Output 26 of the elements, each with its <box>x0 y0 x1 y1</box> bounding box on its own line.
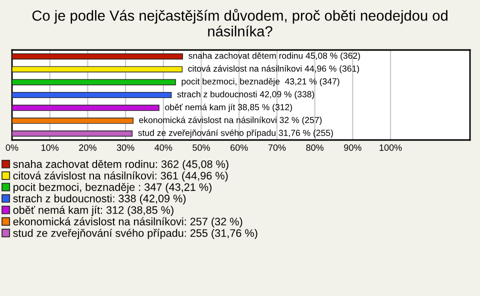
data-label: snaha zachovat dětem rodinu 45,08 % (362) <box>188 52 360 61</box>
data-label: stud ze zveřejňování svého případu 31,76 % (255) <box>138 129 333 138</box>
x-tick-label: 80% <box>306 144 324 151</box>
x-tick-label: 40% <box>154 144 172 151</box>
x-tick-label: 0% <box>6 144 18 151</box>
x-tick-label: 60% <box>230 144 248 151</box>
data-label: citová závislost na násilníkovi 44,96 % (361) <box>188 65 359 74</box>
legend-label: oběť nemá kam jít: 312 (38,85 %) <box>13 206 174 216</box>
x-tick-label: 20% <box>79 144 96 151</box>
legend-label: strach z budoucnosti: 338 (42,09 %) <box>13 194 186 204</box>
data-label: oběť nemá kam jít 38,85 % (312) <box>165 104 292 112</box>
x-tick-label: 50% <box>192 144 210 151</box>
x-tick-label: 100% <box>380 144 402 151</box>
x-tick-label: 70% <box>268 144 286 151</box>
legend-label: stud ze zveřejňování svého případu: 255 (31,76 %) <box>13 228 258 240</box>
data-label: strach z budoucnosti 42,09 % (338) <box>177 90 314 100</box>
x-tick-label: 10% <box>42 144 59 151</box>
legend-label: pocit bezmoci, beznaděje : 347 (43,21 %) <box>14 182 212 194</box>
legend-label: snaha zachovat dětem rodinu: 362 (45,08 %) <box>13 160 228 170</box>
legend-label: citová závislost na násilníkovi: 361 (44,96 %) <box>13 171 228 182</box>
data-label: ekonomická závislost na násilníkovi 32 % (257) <box>139 116 322 125</box>
data-label: pocit bezmoci, beznaděje 43,21 % (347) <box>182 78 340 86</box>
chart-title: Co je podle Vás nejčastějším důvodem, proč oběti neodejdou od násilníka? <box>32 8 448 36</box>
x-tick-label: 30% <box>116 144 134 151</box>
x-tick-label: 90% <box>344 144 362 151</box>
legend-label: ekonomická závislost na násilníkovi: 257 (32 %) <box>13 217 242 228</box>
